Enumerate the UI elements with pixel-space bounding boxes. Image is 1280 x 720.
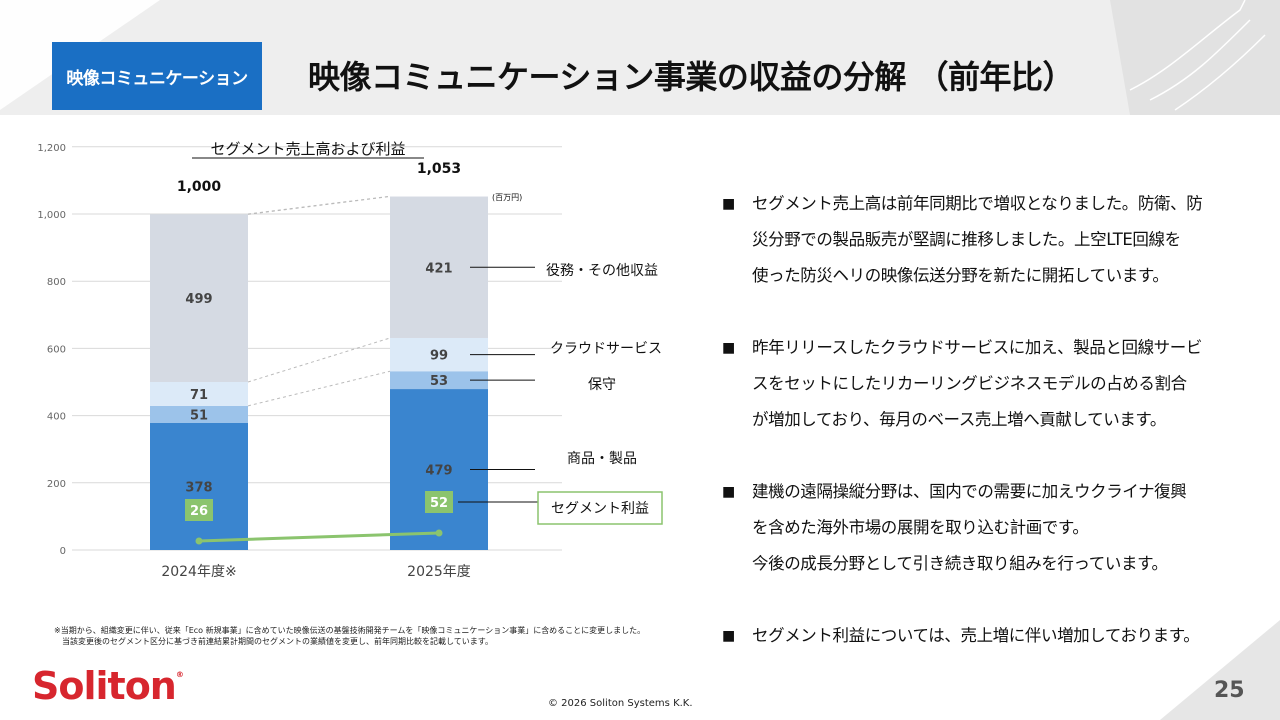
y-tick-label: 200 (47, 479, 66, 490)
y-tick-label: 1,200 (37, 143, 66, 154)
connector-line (247, 195, 391, 215)
legend-labels: 商品・製品 保守 クラウドサービス 役務・その他収益 (546, 263, 662, 467)
y-tick-label: 400 (47, 412, 66, 423)
legend-label: 役務・その他収益 (546, 263, 658, 279)
unit-note: (百万円) (492, 193, 522, 202)
corner-decoration (1160, 620, 1280, 720)
y-axis-ticks: 0 200 400 600 800 1,000 1,200 (37, 143, 66, 557)
bullet-mark: ■ (722, 484, 736, 500)
gridlines (72, 146, 562, 551)
y-tick-label: 800 (47, 277, 66, 288)
bullet-text: セグメント利益については、売上増に伴い増加しております。 (752, 618, 1200, 654)
legend-label: 保守 (588, 377, 616, 393)
y-tick-label: 1,000 (37, 210, 66, 221)
legend-label: 商品・製品 (567, 451, 637, 467)
profit-legend-label: セグメント利益 (551, 501, 649, 517)
bullet-item: ■ セグメント利益については、売上増に伴い増加しております。 (722, 618, 1262, 654)
bullet-list: ■ セグメント売上高は前年同期比で増収となりました。防衛、防 災分野での製品販売が堅… (722, 186, 1262, 690)
segment-value: 99 (430, 349, 448, 364)
connector-line (247, 337, 391, 383)
bullet-item: ■ 建機の遠隔操縦分野は、国内での需要に加えウクライナ復興 を含めた海外市場の展開を… (722, 474, 1262, 582)
profit-series-line (198, 531, 440, 543)
page-title: 映像コミュニケーション事業の収益の分解 （前年比） (308, 58, 1075, 96)
logo-mark: ® (175, 670, 184, 679)
segment-value: 499 (185, 292, 212, 307)
bullet-line: セグメント売上高は前年同期比で増収となりました。防衛、防 (752, 194, 1203, 213)
total-label: 1,000 (177, 179, 222, 195)
segment-value: 53 (430, 374, 448, 389)
bullet-line: 昨年リリースしたクラウドサービスに加え、製品と回線サービ (752, 338, 1202, 357)
logo-text: Soliton (32, 664, 177, 708)
bar-segment (150, 405, 248, 423)
profit-point (435, 529, 443, 537)
profit-legend-box (537, 491, 663, 525)
bullet-item: ■ 昨年リリースしたクラウドサービスに加え、製品と回線サービ スをセットにしたリカー… (722, 330, 1262, 438)
segment-value-labels: 378 51 71 499 1,000 2024年度※ 479 53 99 421 1,053 202… (161, 161, 471, 580)
profit-label-box (425, 491, 453, 513)
bullet-line: スをセットにしたリカーリングビジネスモデルの占める割合 (752, 374, 1187, 393)
soliton-logo: Soliton® (32, 664, 184, 708)
bullet-text: 昨年リリースしたクラウドサービスに加え、製品と回線サービ スをセットにしたリカーリ… (752, 330, 1202, 438)
section-badge: 映像コミュニケーション (52, 42, 262, 110)
page-number: 25 (1214, 678, 1245, 703)
bar-segment (390, 371, 488, 390)
stacked-bars (150, 196, 488, 550)
profit-value: 52 (430, 496, 448, 511)
y-tick-label: 600 (47, 344, 66, 355)
connector-line (247, 370, 391, 407)
segment-value: 421 (425, 261, 452, 276)
segment-value: 51 (190, 408, 208, 423)
bullet-mark: ■ (722, 196, 736, 212)
bullet-line: 今後の成長分野として引き続き取り組みを行っています。 (752, 554, 1168, 573)
bullet-mark: ■ (722, 340, 736, 356)
bullet-line: 使った防災ヘリの映像伝送分野を新たに開拓しています。 (752, 266, 1169, 285)
x-tick-label: 2024年度※ (161, 564, 236, 580)
bar-segment (150, 422, 248, 550)
bullet-item: ■ セグメント売上高は前年同期比で増収となりました。防衛、防 災分野での製品販売が堅… (722, 186, 1262, 294)
copyright: © 2026 Soliton Systems K.K. (548, 698, 693, 709)
segment-value: 378 (185, 480, 212, 495)
segment-value: 479 (425, 464, 452, 479)
legend-label: クラウドサービス (550, 341, 662, 357)
bullet-line: を含めた海外市場の展開を取り込む計画です。 (752, 518, 1089, 537)
profit-point (195, 537, 203, 545)
total-label: 1,053 (417, 161, 461, 177)
footnote-line-2: 当該変更後のセグメント区分に基づき前連結累計期間のセグメントの業績値を変更し、前… (62, 637, 493, 646)
bullet-mark: ■ (722, 628, 736, 644)
bullet-line: 建機の遠隔操縦分野は、国内での需要に加えウクライナ復興 (752, 482, 1187, 501)
bar-segment (150, 214, 248, 382)
chart-title: セグメント売上高および利益 (210, 140, 405, 158)
bullet-line: セグメント利益については、売上増に伴い増加しております。 (752, 626, 1200, 645)
bullet-line: 災分野での製品販売が堅調に推移しました。上空LTE回線を (752, 230, 1181, 249)
legend-leader-lines (470, 266, 535, 471)
bar-segment (150, 382, 248, 406)
segment-chart: 0 200 400 600 800 1,000 1,200 378 51 71 499 1,000 2… (37, 140, 663, 580)
profit-line: 26 52 セグメント利益 (185, 491, 663, 545)
bullet-line: が増加しており、毎月のベース売上増へ貢献しています。 (752, 410, 1166, 429)
x-tick-label: 2025年度 (407, 564, 471, 580)
footnote: ※当期から、組織変更に伴い、従来「Eco 新規事業」に含めていた映像伝送の基盤技… (54, 625, 645, 647)
profit-label-box (185, 499, 213, 521)
connector-lines (247, 195, 391, 407)
segment-value: 71 (190, 388, 208, 403)
bullet-text: セグメント売上高は前年同期比で増収となりました。防衛、防 災分野での製品販売が堅調… (752, 186, 1203, 294)
profit-value: 26 (190, 504, 208, 519)
y-tick-label: 0 (60, 546, 66, 557)
bullet-text: 建機の遠隔操縦分野は、国内での需要に加えウクライナ復興 を含めた海外市場の展開を取… (752, 474, 1187, 582)
footnote-line-1: ※当期から、組織変更に伴い、従来「Eco 新規事業」に含めていた映像伝送の基盤技… (54, 626, 646, 635)
